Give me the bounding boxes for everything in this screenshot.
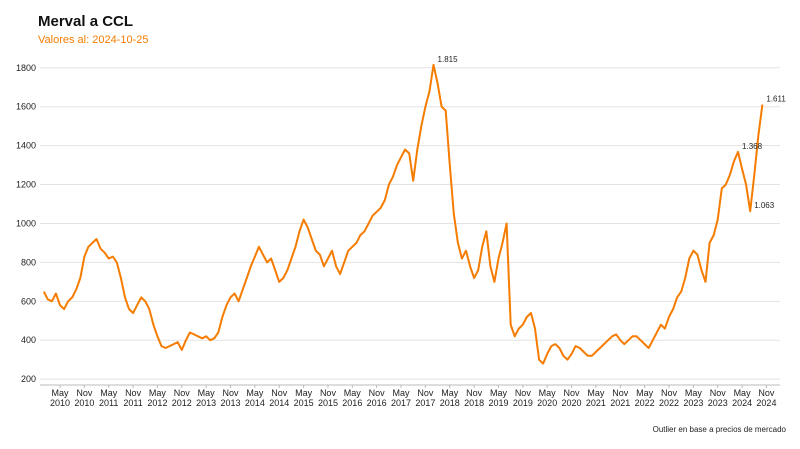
x-tick-label: Nov 2021 [610, 388, 631, 408]
x-tick-label: May 2017 [391, 388, 412, 408]
y-tick-label: 1600 [16, 102, 36, 112]
x-tick-label: Nov 2013 [220, 388, 241, 408]
x-tick-label: Nov 2019 [512, 388, 533, 408]
y-tick-label: 1400 [16, 141, 36, 151]
x-tick-label: May 2011 [99, 388, 119, 408]
x-tick-label: May 2023 [683, 388, 704, 408]
x-tick-label: May 2018 [439, 388, 460, 408]
x-tick-label: May 2021 [585, 388, 606, 408]
chart-subtitle: Valores al: 2024-10-25 [38, 34, 148, 46]
x-tick-label: May 2012 [147, 388, 168, 408]
x-tick-label: May 2022 [634, 388, 655, 408]
x-tick-label: May 2024 [732, 388, 753, 408]
annotation: 1.611 [766, 95, 786, 104]
line [42, 63, 764, 365]
y-tick-label: 800 [21, 257, 36, 267]
x-tick-label: Nov 2016 [366, 388, 387, 408]
x-tick-label: Nov 2023 [707, 388, 728, 408]
annotation: 1.815 [438, 55, 459, 64]
x-tick-label: Nov 2010 [74, 388, 95, 408]
x-tick-label: Nov 2018 [464, 388, 485, 408]
x-tick-label: May 2014 [244, 388, 265, 408]
x-tick-label: Nov 2012 [171, 388, 192, 408]
x-tick-label: May 2020 [537, 388, 558, 408]
y-tick-label: 1000 [16, 218, 36, 228]
x-tick-label: Nov 2011 [123, 388, 143, 408]
x-tick-label: Nov 2024 [756, 388, 777, 408]
x-tick-label: May 2010 [49, 388, 71, 408]
footnote: Outlier en base a precios de mercado [653, 425, 787, 434]
y-tick-label: 400 [21, 335, 36, 345]
x-tick-label: Nov 2022 [658, 388, 680, 408]
chart-title: Merval a CCL [38, 13, 133, 30]
y-tick-label: 1800 [16, 63, 36, 73]
y-tick-label: 600 [21, 296, 36, 306]
x-tick-label: May 2016 [342, 388, 363, 408]
x-tick-label: Nov 2015 [317, 388, 338, 408]
x-tick-label: Nov 2017 [415, 388, 436, 408]
x-tick-label: May 2019 [488, 388, 509, 408]
y-tick-label: 1200 [16, 180, 36, 190]
x-tick-label: Nov 2020 [561, 388, 582, 408]
y-tick-label: 200 [21, 374, 36, 384]
x-tick-label: May 2015 [293, 388, 314, 408]
annotation: 1.063 [754, 201, 775, 210]
x-tick-label: May 2013 [196, 388, 217, 408]
x-tick-label: Nov 2014 [269, 388, 290, 408]
annotation: 1.368 [742, 142, 763, 151]
